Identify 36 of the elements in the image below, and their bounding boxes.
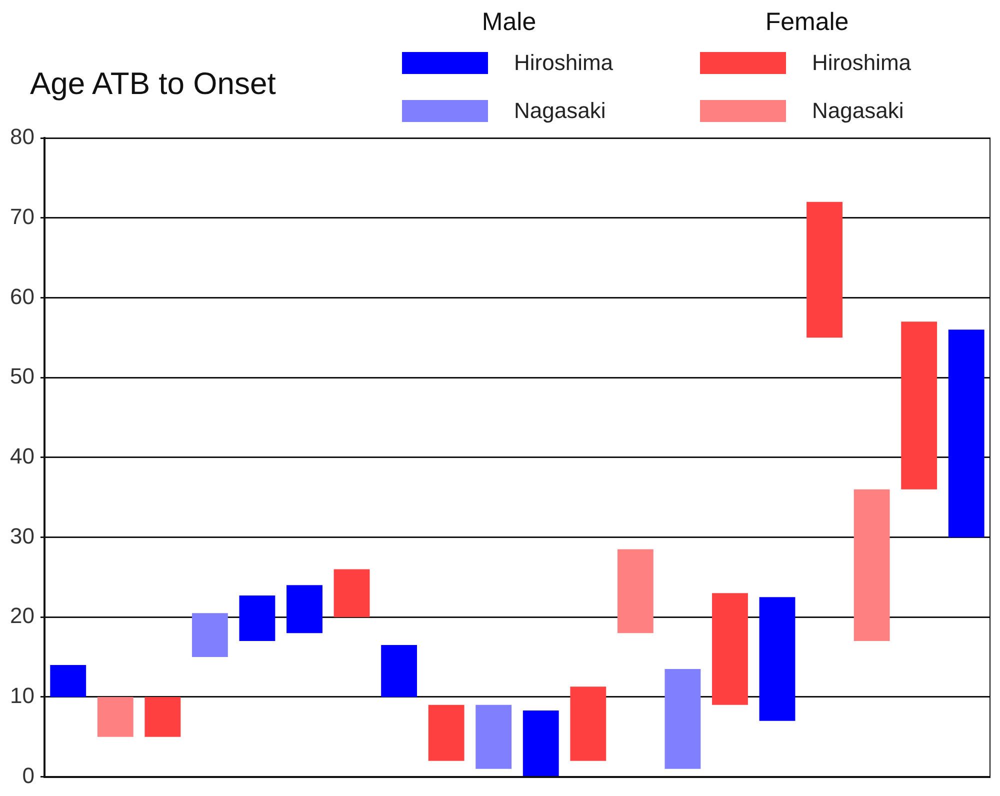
bar bbox=[570, 686, 606, 761]
chart-title: Age ATB to Onset bbox=[30, 66, 276, 102]
y-tick-label: 70 bbox=[10, 204, 34, 229]
y-tick-label: 80 bbox=[10, 124, 34, 150]
y-tick-label: 10 bbox=[10, 683, 34, 708]
bar bbox=[759, 597, 796, 721]
bar bbox=[50, 665, 86, 697]
y-tick-label: 40 bbox=[10, 443, 34, 468]
legend-label: Nagasaki bbox=[812, 98, 904, 124]
bar bbox=[806, 202, 842, 338]
bar bbox=[334, 569, 370, 618]
y-tick-label: 50 bbox=[10, 364, 34, 389]
text: Male bbox=[482, 8, 536, 37]
y-tick-label: 20 bbox=[10, 603, 34, 628]
bar bbox=[476, 704, 512, 769]
legend-label: Nagasaki bbox=[514, 98, 606, 124]
y-tick-label: 60 bbox=[10, 284, 34, 309]
bar bbox=[948, 330, 984, 538]
text: Female bbox=[765, 8, 849, 37]
bar bbox=[144, 696, 181, 737]
legend-label: Hiroshima bbox=[812, 50, 912, 76]
y-tick-label: 30 bbox=[10, 523, 34, 548]
bar bbox=[617, 549, 654, 634]
bar bbox=[712, 593, 748, 705]
bar bbox=[192, 613, 228, 658]
bar bbox=[901, 322, 938, 490]
legend-label: Hiroshima bbox=[514, 50, 614, 76]
bar bbox=[97, 696, 134, 737]
bar bbox=[239, 596, 276, 642]
bar bbox=[522, 710, 559, 776]
y-tick-label: 0 bbox=[22, 762, 34, 788]
bar bbox=[854, 489, 890, 642]
bar bbox=[286, 585, 322, 634]
bar bbox=[664, 669, 701, 769]
bar bbox=[428, 704, 464, 761]
bar bbox=[381, 645, 418, 697]
